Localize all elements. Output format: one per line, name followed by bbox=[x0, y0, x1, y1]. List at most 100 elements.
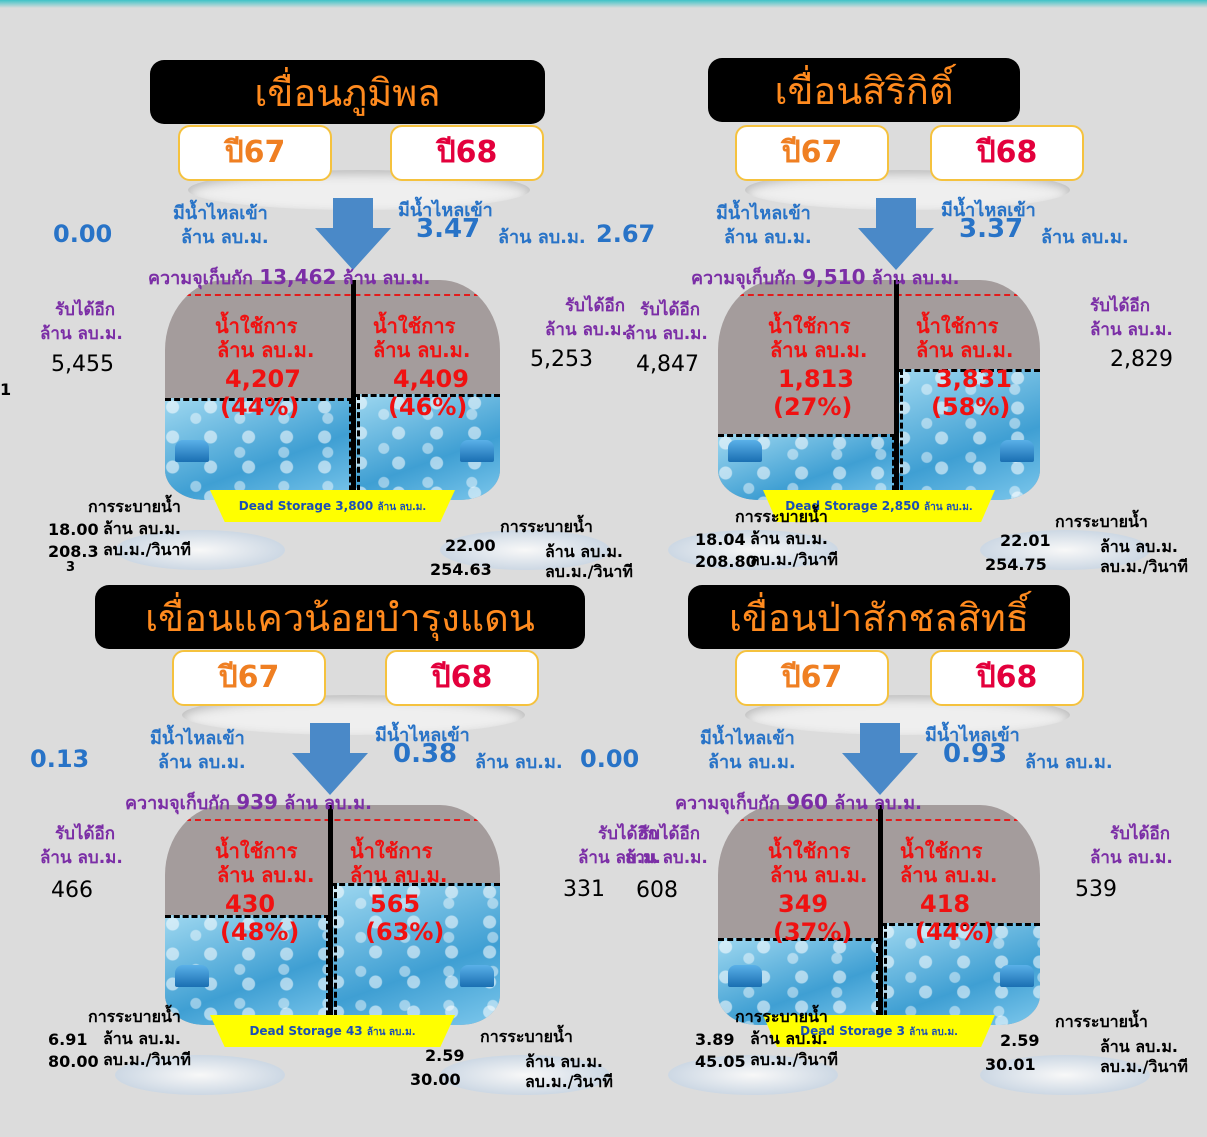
dam-title: เขื่อนภูมิพล bbox=[150, 60, 545, 124]
receive-67-label: รับได้อีก bbox=[55, 300, 116, 320]
receive-68-value: 2,829 bbox=[1110, 347, 1173, 372]
dam-panel: เขื่อนป่าสักชลสิทธิ์ ปี67 ปี68 มีน้ำไหลเข้า… bbox=[580, 565, 1200, 1130]
water-level-67 bbox=[165, 914, 330, 918]
year-divider bbox=[328, 805, 333, 1035]
year-divider bbox=[351, 280, 356, 510]
release-67-volume: 18.04 bbox=[695, 530, 746, 549]
receive-68-label: รับได้อีก bbox=[1110, 824, 1171, 844]
release-68-rate-unit: ลบ.ม./วินาที bbox=[1100, 557, 1188, 576]
usable-68-pct: (63%) bbox=[365, 918, 445, 946]
year-67-label: ปี67 bbox=[735, 125, 889, 181]
tap-left bbox=[728, 965, 762, 987]
release-68-unit: ล้าน ลบ.ม. bbox=[1100, 537, 1178, 556]
water-level-67 bbox=[165, 398, 353, 402]
dead-storage-text: Dead Storage 3 bbox=[800, 1024, 910, 1038]
puddle-left bbox=[668, 1055, 838, 1095]
usable-67-label: น้ำใช้การ bbox=[768, 314, 851, 338]
capacity-unit: ล้าน ลบ.ม. bbox=[336, 268, 431, 289]
inflow-67-unit: ล้าน ลบ.ม. bbox=[158, 752, 246, 773]
dead-storage-band: Dead Storage 2,850 ล้าน ลบ.ม. bbox=[763, 490, 995, 522]
top-border bbox=[0, 0, 1207, 8]
water-level-68 bbox=[896, 368, 1040, 372]
water-edge-68 bbox=[357, 393, 360, 500]
receive-68-value: 5,253 bbox=[530, 347, 593, 372]
release-67-rate-tail: 3 bbox=[66, 560, 76, 575]
capacity-value: 13,462 bbox=[259, 265, 337, 289]
release-68-unit: ล้าน ลบ.ม. bbox=[1100, 1037, 1178, 1056]
tap-left bbox=[175, 965, 209, 987]
release-67-rate-unit: ลบ.ม./วินาที bbox=[103, 1050, 191, 1069]
puddle-right bbox=[980, 530, 1150, 570]
usable-68-pct: (58%) bbox=[931, 393, 1011, 421]
puddle-left bbox=[668, 530, 838, 570]
year-68-label: ปี68 bbox=[930, 650, 1084, 706]
capacity-label: ความจุเก็บกัก 960 ล้าน ลบ.ม. bbox=[675, 788, 922, 817]
inflow-67-unit: ล้าน ลบ.ม. bbox=[708, 752, 796, 773]
water-edge-67 bbox=[876, 937, 879, 1025]
inflow-68-value: 3.37 bbox=[959, 214, 1024, 244]
tap-right bbox=[460, 440, 494, 462]
water-level-67 bbox=[718, 433, 896, 437]
inflow-68-label: มีน้ำไหลเข้า bbox=[398, 200, 493, 221]
capacity-unit: ล้าน ลบ.ม. bbox=[827, 793, 922, 814]
release-67-rate: 45.05 bbox=[695, 1052, 746, 1071]
capacity-value: 939 bbox=[236, 790, 278, 814]
usable-67-pct: (48%) bbox=[220, 918, 300, 946]
receive-67-unit: ล้าน ลบ.ม. bbox=[625, 324, 708, 344]
capacity-text: ความจุเก็บกัก bbox=[125, 793, 237, 814]
inflow-67-value: 0.13 bbox=[30, 745, 90, 773]
edge-glyph: 1 bbox=[0, 380, 12, 399]
year-68-label: ปี68 bbox=[930, 125, 1084, 181]
dam-panel: เขื่อนสิริกิติ์ ปี67 ปี68 มีน้ำไหลเข้าล้าน … bbox=[596, 0, 1200, 576]
release-67-unit: ล้าน ลบ.ม. bbox=[750, 1029, 828, 1048]
release-68-volume: 2.59 bbox=[1000, 1031, 1040, 1050]
water-level-68 bbox=[880, 923, 1040, 927]
usable-68-value: 4,409 bbox=[393, 365, 469, 393]
usable-67-unit: ล้าน ลบ.ม. bbox=[217, 338, 315, 362]
water-level-68 bbox=[353, 393, 500, 397]
usable-68-value: 418 bbox=[920, 890, 971, 918]
release-68-rate-unit: ลบ.ม./วินาที bbox=[525, 1072, 613, 1091]
usable-67-pct: (37%) bbox=[773, 918, 853, 946]
receive-68-unit: ล้าน ลบ.ม. bbox=[1090, 320, 1173, 340]
receive-68-label: รับได้อีก bbox=[1090, 296, 1151, 316]
release-68-label: การระบายน้ำ bbox=[1055, 1012, 1148, 1031]
release-67-rate: 208.3 bbox=[48, 542, 99, 561]
release-67-unit: ล้าน ลบ.ม. bbox=[103, 1029, 181, 1048]
release-67-volume: 6.91 bbox=[48, 1030, 88, 1049]
reservoir-jar bbox=[718, 280, 1040, 500]
release-68-rate-unit: ลบ.ม./วินาที bbox=[545, 562, 633, 581]
release-67-volume: 3.89 bbox=[695, 1030, 735, 1049]
puddle-right bbox=[440, 1055, 610, 1095]
capacity-label: ความจุเก็บกัก 9,510 ล้าน ลบ.ม. bbox=[691, 263, 959, 292]
release-67-rate-unit: ลบ.ม./วินาที bbox=[750, 550, 838, 569]
receive-68-label: รับได้อีก bbox=[598, 824, 659, 844]
usable-67-value: 430 bbox=[225, 890, 276, 918]
water-edge-67 bbox=[349, 398, 352, 500]
inflow-arrow-shaft bbox=[310, 723, 350, 755]
inflow-68-unit: ล้าน ลบ.ม. bbox=[475, 752, 563, 773]
year-68-label: ปี68 bbox=[385, 650, 539, 706]
usable-67-label: น้ำใช้การ bbox=[215, 314, 298, 338]
dead-storage-band: Dead Storage 43 ล้าน ลบ.ม. bbox=[210, 1015, 455, 1047]
inflow-67-label: มีน้ำไหลเข้า bbox=[700, 728, 795, 749]
inflow-67-value: 0.00 bbox=[580, 745, 640, 773]
dead-storage-unit: ล้าน ลบ.ม. bbox=[377, 502, 427, 513]
usable-67-pct: (44%) bbox=[220, 393, 300, 421]
dam-title: เขื่อนสิริกิติ์ bbox=[708, 58, 1020, 122]
tap-right bbox=[1000, 440, 1034, 462]
inflow-68-value: 0.93 bbox=[943, 739, 1008, 769]
receive-68-unit: ล้าน ลบ.ม. bbox=[578, 848, 661, 868]
inflow-68-label: มีน้ำไหลเข้า bbox=[375, 725, 470, 746]
year-68-label: ปี68 bbox=[390, 125, 544, 181]
inflow-67-label: มีน้ำไหลเข้า bbox=[716, 203, 811, 224]
usable-68-unit: ล้าน ลบ.ม. bbox=[373, 338, 471, 362]
release-68-label: การระบายน้ำ bbox=[1055, 512, 1148, 531]
capacity-text: ความจุเก็บกัก bbox=[148, 268, 260, 289]
usable-67-label: น้ำใช้การ bbox=[215, 839, 298, 863]
usable-68-unit: ล้าน ลบ.ม. bbox=[350, 863, 448, 887]
receive-68-value: 331 bbox=[563, 877, 605, 902]
water-edge-67 bbox=[326, 914, 329, 1025]
inflow-arrow-shaft bbox=[333, 198, 373, 230]
